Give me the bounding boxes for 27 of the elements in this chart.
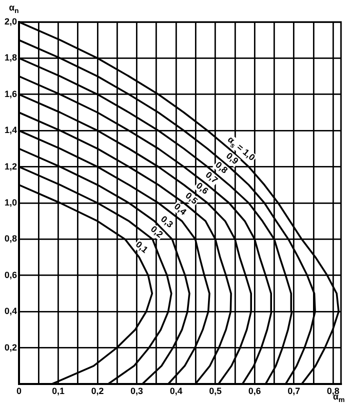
- text: 0,9: [224, 150, 240, 166]
- y-tick-label: 1,8: [4, 52, 17, 63]
- x-tick-label: 0,7: [288, 386, 300, 396]
- text: 0,5: [184, 190, 200, 206]
- x-tick-label: 0,6: [248, 386, 261, 396]
- x-tick-label: 0,2: [91, 386, 104, 396]
- text: 0,7: [204, 170, 220, 186]
- x-tick-label: 0: [16, 386, 22, 396]
- y-tick-label: 1,0: [4, 197, 17, 208]
- x-tick-label: 0,8: [326, 386, 340, 396]
- y-tick-label: 1,4: [4, 125, 17, 136]
- y-tick-label: 1,2: [4, 161, 17, 172]
- text: 0,2: [148, 224, 165, 240]
- x-tick-label: 0,5: [209, 386, 222, 396]
- text: 0,4: [172, 201, 188, 217]
- x-tick-label: 0,1: [52, 386, 65, 396]
- y-tick-label: 0,2: [4, 342, 17, 352]
- text: 0,1: [134, 239, 150, 255]
- y-tick-label: 1,6: [4, 88, 17, 99]
- y-tick-label: 0,8: [4, 234, 17, 244]
- y-tick-label: 0,6: [4, 270, 17, 280]
- y-tick-label: 0,4: [4, 306, 17, 316]
- x-tick-label: 0,3: [130, 386, 144, 396]
- text: 0,8: [214, 160, 230, 176]
- y-tick-label: 2,0: [4, 16, 17, 26]
- x-tick-label: 0,4: [170, 386, 182, 396]
- text: 0,6: [194, 180, 210, 196]
